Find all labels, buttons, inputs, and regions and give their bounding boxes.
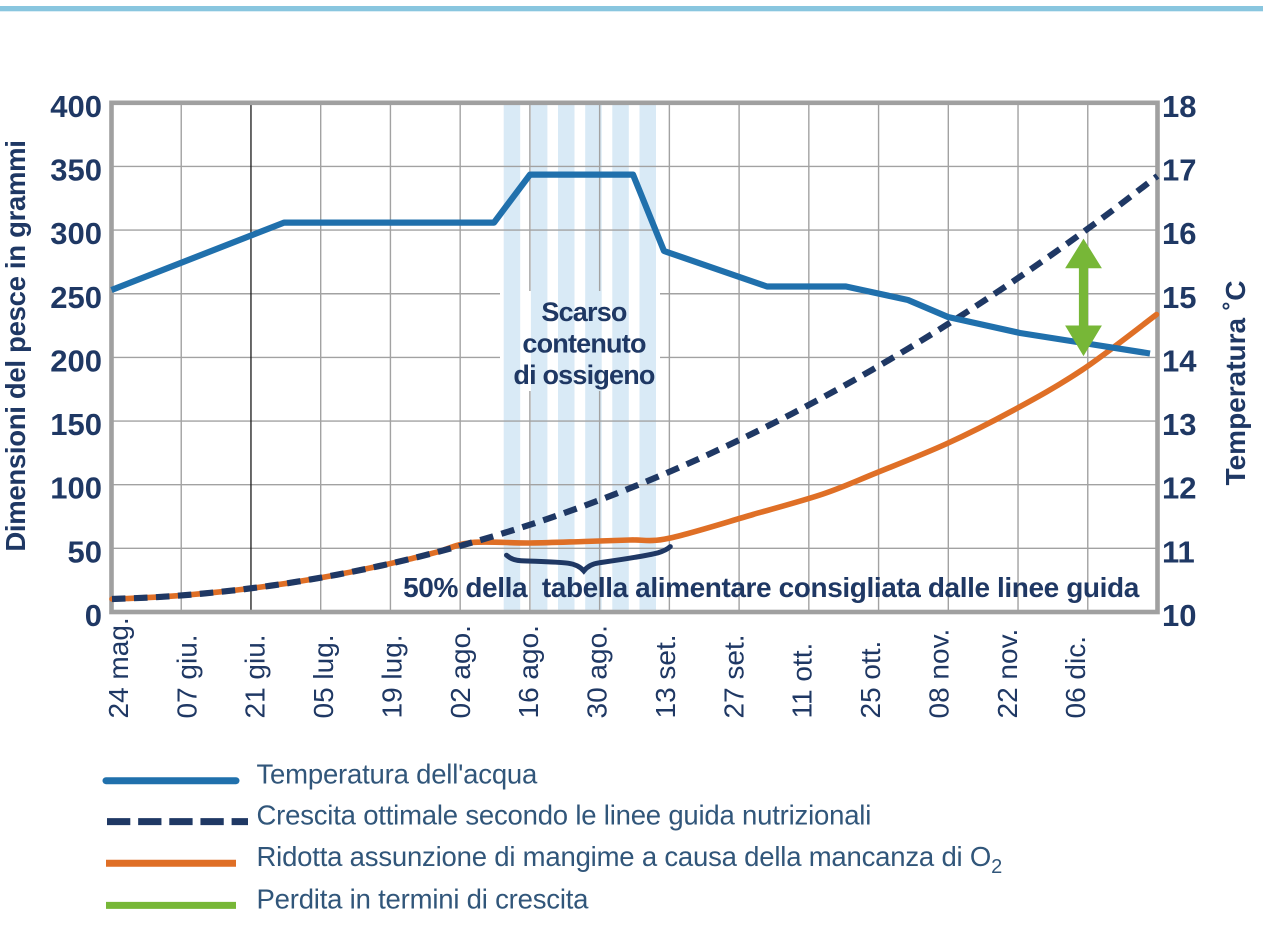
svg-text:22 nov.: 22 nov. [992, 629, 1023, 719]
svg-text:21 giu.: 21 giu. [240, 634, 271, 718]
svg-text:30 ago.: 30 ago. [582, 625, 613, 718]
svg-text:06 dic.: 06 dic. [1060, 636, 1091, 719]
svg-text:25 ott.: 25 ott. [855, 641, 886, 719]
svg-text:05 lug.: 05 lug. [308, 634, 339, 718]
svg-text:11 ott.: 11 ott. [787, 643, 818, 719]
svg-text:11: 11 [1162, 534, 1195, 569]
svg-text:13: 13 [1162, 407, 1196, 442]
svg-text:di ossigeno: di ossigeno [513, 360, 655, 390]
svg-text:Crescita ottimale secondo le l: Crescita ottimale secondo le linee guida… [257, 800, 872, 831]
svg-text:18: 18 [1162, 89, 1196, 124]
svg-text:19 lug.: 19 lug. [377, 634, 408, 718]
svg-text:250: 250 [50, 280, 102, 315]
svg-text:50: 50 [68, 534, 102, 569]
svg-text:08 nov.: 08 nov. [923, 629, 954, 719]
svg-text:12: 12 [1162, 471, 1196, 506]
svg-text:14: 14 [1162, 343, 1197, 378]
svg-text:150: 150 [50, 407, 102, 442]
svg-text:100: 100 [50, 471, 102, 506]
svg-text:16 ago.: 16 ago. [513, 625, 544, 718]
svg-text:15: 15 [1162, 280, 1196, 315]
svg-text:27 set.: 27 set. [718, 634, 749, 718]
svg-text:Ridotta assunzione di mangime: Ridotta assunzione di mangime a causa de… [257, 841, 1003, 878]
svg-text:Temperatura ˚C: Temperatura ˚C [1220, 281, 1251, 486]
svg-text:24 mag.: 24 mag. [103, 617, 134, 718]
svg-text:16: 16 [1162, 216, 1196, 251]
svg-text:13 set.: 13 set. [650, 634, 681, 718]
svg-text:0: 0 [85, 598, 102, 633]
svg-text:300: 300 [50, 216, 102, 251]
svg-text:07 giu.: 07 giu. [171, 634, 202, 718]
svg-text:Temperatura dell'acqua: Temperatura dell'acqua [257, 759, 539, 790]
svg-text:Scarso: Scarso [541, 297, 627, 327]
svg-text:350: 350 [50, 152, 102, 187]
svg-text:contenuto: contenuto [522, 329, 646, 359]
svg-text:400: 400 [50, 89, 102, 124]
svg-text:Dimensioni del pesce in grammi: Dimensioni del pesce in grammi [0, 140, 31, 551]
svg-text:17: 17 [1162, 152, 1196, 187]
svg-text:02 ago.: 02 ago. [445, 625, 476, 718]
svg-text:50% della tabella alimentare: 50% della tabella alimentare consigliata… [403, 572, 1140, 603]
svg-text:Perdita in termini di crescita: Perdita in termini di crescita [257, 883, 590, 914]
svg-text:10: 10 [1162, 598, 1196, 633]
svg-text:200: 200 [50, 343, 102, 378]
